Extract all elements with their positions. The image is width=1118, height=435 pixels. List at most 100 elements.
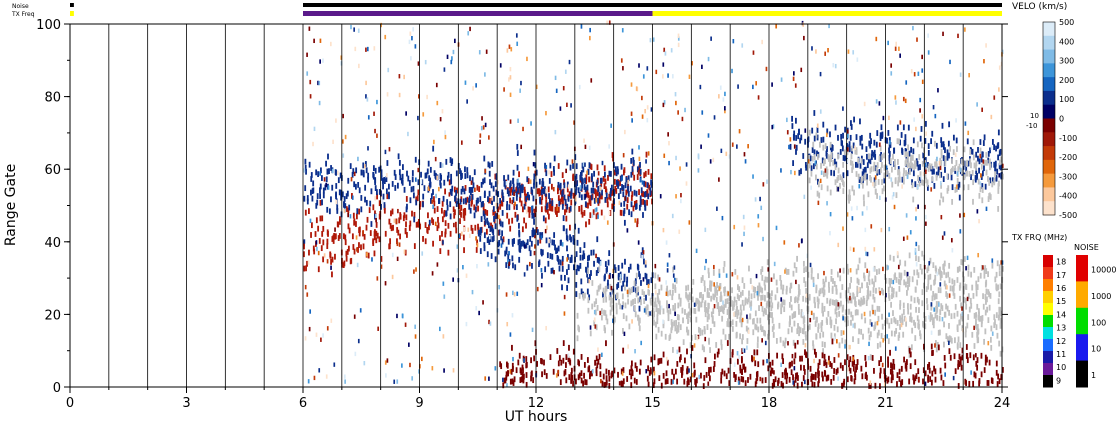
data-cell: [449, 230, 452, 237]
data-cell: [693, 369, 696, 376]
data-cell: [471, 228, 474, 234]
x-tick-label: 12: [528, 396, 545, 411]
data-cell: [709, 284, 711, 291]
data-cell: [646, 375, 649, 382]
data-cell: [609, 194, 612, 201]
scatter-cell: [709, 159, 712, 164]
data-cell: [983, 338, 985, 345]
data-cell: [880, 333, 883, 339]
scatter-cell: [743, 348, 746, 353]
data-cell: [817, 326, 820, 333]
data-cell: [360, 169, 363, 176]
data-cell: [723, 304, 725, 311]
scatter-cell: [488, 135, 490, 140]
data-cell: [881, 179, 883, 186]
scatter-cell: [700, 144, 702, 149]
scatter-cell: [555, 88, 558, 93]
data-cell: [605, 314, 608, 321]
data-cell: [879, 341, 882, 348]
data-cell: [408, 225, 411, 231]
data-cell: [619, 188, 622, 194]
scatter-cell: [404, 322, 407, 327]
data-cell: [653, 301, 655, 308]
data-cell: [819, 332, 822, 339]
data-cell: [793, 320, 796, 327]
data-cell: [769, 311, 772, 318]
data-cell: [316, 193, 319, 199]
data-cell: [461, 186, 464, 192]
data-cell: [533, 173, 536, 180]
scatter-cell: [418, 94, 420, 99]
data-cell: [937, 344, 940, 351]
scatter-cell: [638, 145, 640, 150]
data-cell: [981, 187, 984, 193]
data-cell: [473, 204, 476, 211]
data-cell: [967, 314, 970, 320]
txfreq-scale-title: TX FRQ (MHz): [1011, 233, 1067, 242]
data-cell: [926, 184, 929, 191]
scatter-cell: [675, 155, 677, 161]
scatter-cell: [850, 206, 853, 211]
data-cell: [672, 283, 675, 290]
scatter-cell: [601, 160, 604, 166]
data-cell: [602, 373, 605, 380]
data-cell: [853, 378, 856, 385]
data-cell: [899, 139, 901, 146]
data-cell: [738, 286, 741, 293]
data-cell: [924, 138, 927, 144]
data-cell: [930, 343, 933, 350]
scatter-cell: [505, 292, 508, 297]
data-cell: [563, 370, 566, 377]
velocity-side-label-neg: -10: [1026, 122, 1037, 130]
data-cell: [935, 301, 938, 307]
data-cell: [572, 348, 575, 355]
scatter-cell: [478, 50, 481, 55]
txfreq-bar-label: TX Freq: [11, 11, 35, 18]
data-cell: [426, 226, 429, 233]
data-cell: [794, 296, 797, 303]
data-cell: [873, 367, 875, 374]
data-cell: [343, 233, 345, 240]
data-cell: [955, 159, 958, 166]
data-cell: [534, 162, 537, 169]
data-cell: [999, 164, 1002, 171]
data-cell: [378, 200, 381, 207]
data-cell: [512, 366, 514, 372]
data-cell: [817, 178, 819, 185]
txfreq-swatch: [1043, 363, 1053, 376]
scatter-cell: [793, 170, 796, 176]
data-cell: [624, 302, 627, 309]
data-cell: [558, 265, 561, 272]
scatter-cell: [516, 291, 519, 296]
data-cell: [721, 368, 724, 375]
scatter-cell: [665, 240, 668, 245]
data-cell: [593, 260, 595, 267]
data-cell: [520, 376, 523, 383]
data-cell: [873, 296, 876, 303]
data-cell: [854, 148, 857, 155]
data-cell: [933, 182, 936, 189]
data-cell: [575, 184, 578, 191]
scatter-cell: [973, 325, 975, 331]
scatter-cell: [606, 20, 608, 25]
data-cell: [741, 348, 744, 354]
data-cell: [638, 368, 641, 375]
data-cell: [859, 118, 861, 125]
scatter-cell: [322, 58, 324, 63]
scatter-cell: [662, 102, 665, 108]
data-cell: [507, 238, 510, 245]
scatter-cell: [792, 380, 795, 385]
data-cell: [464, 185, 467, 191]
data-cell: [888, 278, 891, 285]
data-cell: [653, 354, 656, 361]
data-cell: [588, 273, 591, 280]
data-cell: [658, 358, 661, 364]
scatter-cell: [621, 371, 624, 376]
data-cell: [753, 349, 756, 356]
data-cell: [701, 275, 704, 281]
data-cell: [903, 167, 905, 174]
scatter-cell: [852, 247, 855, 252]
x-tick-label: 6: [299, 396, 307, 411]
scatter-cell: [966, 296, 969, 302]
data-cell: [429, 181, 432, 188]
